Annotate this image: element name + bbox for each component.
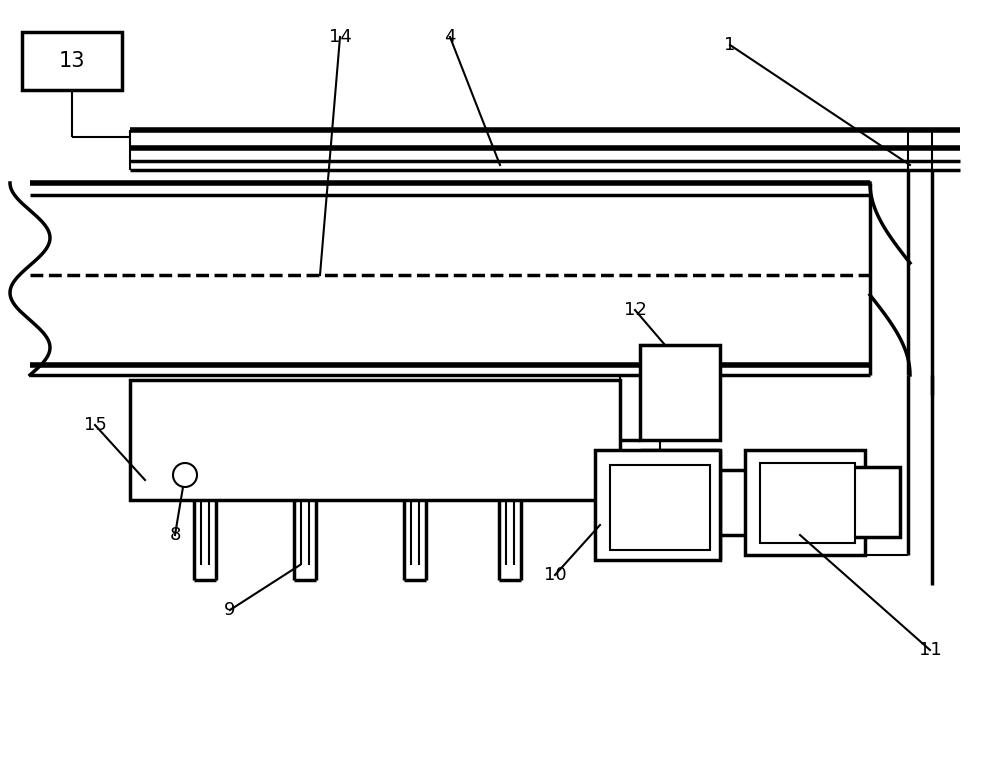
- Text: 12: 12: [624, 301, 646, 319]
- Text: 9: 9: [224, 601, 236, 619]
- Text: 14: 14: [329, 28, 351, 46]
- Bar: [760, 463, 855, 543]
- Bar: [845, 467, 900, 537]
- Bar: [22, 32, 122, 90]
- Text: 1: 1: [724, 36, 736, 54]
- Text: 13: 13: [59, 51, 85, 71]
- Bar: [130, 380, 620, 500]
- Bar: [595, 450, 720, 560]
- Text: 11: 11: [919, 641, 941, 659]
- Text: 4: 4: [444, 28, 456, 46]
- Bar: [640, 345, 720, 440]
- Bar: [745, 450, 865, 555]
- Bar: [610, 465, 710, 550]
- Text: 8: 8: [169, 526, 181, 544]
- Text: 10: 10: [544, 566, 566, 584]
- Text: 15: 15: [84, 416, 106, 434]
